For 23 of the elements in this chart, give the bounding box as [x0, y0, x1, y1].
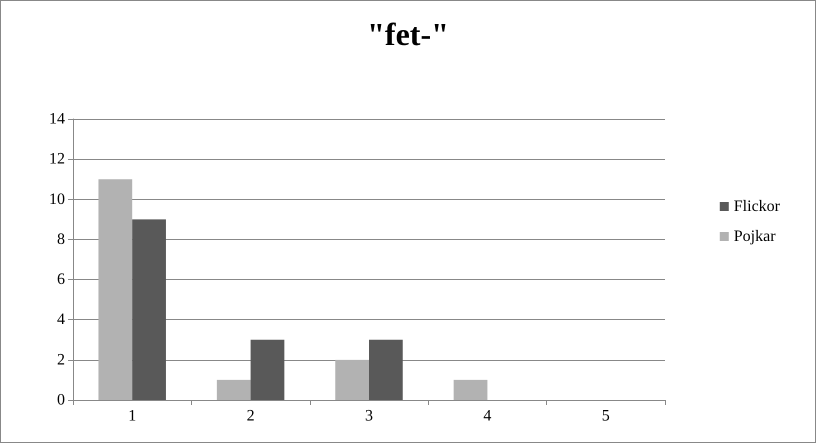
bar [250, 340, 284, 400]
x-tick-label: 1 [128, 408, 136, 424]
bar [335, 360, 369, 400]
x-tick-label: 2 [246, 408, 255, 424]
bar [98, 179, 132, 400]
y-tick-label: 2 [57, 351, 65, 368]
y-tick-label: 4 [57, 311, 65, 328]
legend-label: Flickor [734, 198, 781, 215]
bar [369, 340, 403, 400]
x-tick-label: 3 [365, 408, 373, 424]
y-tick-label: 12 [49, 150, 65, 168]
bar [216, 380, 251, 400]
chart-title: "fet-" [367, 16, 449, 52]
x-tick-label: 4 [483, 408, 492, 424]
legend-label: Pojkar [734, 228, 776, 245]
y-tick-label: 6 [57, 271, 65, 288]
bar [454, 380, 488, 400]
y-tick-label: 10 [49, 190, 65, 208]
y-tick-label: 8 [57, 230, 65, 248]
bar [132, 219, 166, 400]
x-tick-label: 5 [602, 408, 610, 424]
y-tick-label: 0 [57, 392, 65, 408]
y-tick-label: 14 [49, 110, 65, 128]
